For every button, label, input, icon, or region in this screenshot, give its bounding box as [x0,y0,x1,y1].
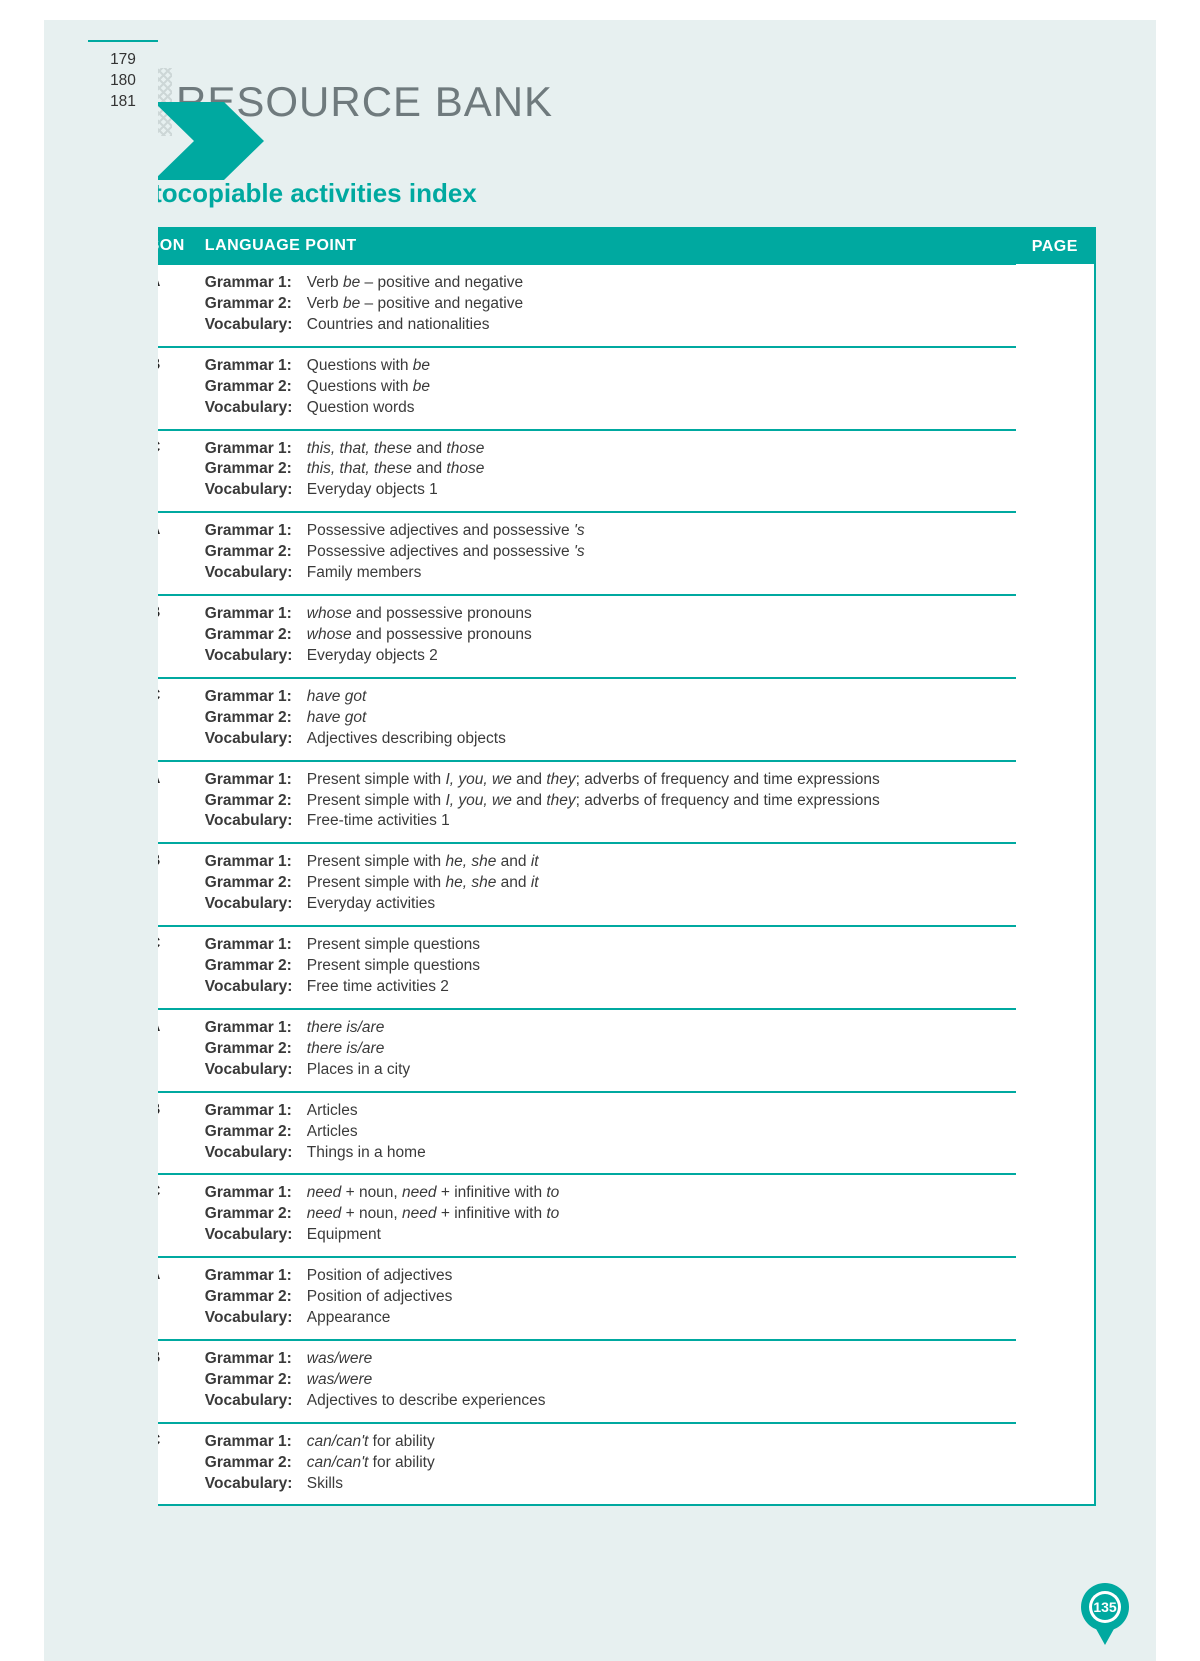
table-row: 2CGrammar 1:have gotGrammar 2:have gotVo… [105,678,1095,761]
table-row: 4CGrammar 1:need + noun, need + infiniti… [105,1174,1095,1257]
language-point-cell: Grammar 1:Present simple questionsGramma… [195,926,1016,1009]
table-body: 1AGrammar 1:Verb be – positive and negat… [105,264,1095,1505]
language-point-cell: Grammar 1:Verb be – positive and negativ… [195,264,1016,347]
table-row: 2AGrammar 1:Possessive adjectives and po… [105,512,1095,595]
table-row: 1AGrammar 1:Verb be – positive and negat… [105,264,1095,347]
language-point-cell: Grammar 1:Present simple with I, you, we… [195,761,1016,844]
language-point-cell: Grammar 1:this, that, these and thoseGra… [195,430,1016,513]
language-point-cell: Grammar 1:can/can't for abilityGrammar 2… [195,1423,1016,1506]
col-language-point: LANGUAGE POINT [195,228,1016,264]
banner: RESOURCE BANK [104,68,1096,136]
language-point-cell: Grammar 1:ArticlesGrammar 2:ArticlesVoca… [195,1092,1016,1175]
language-point-cell: Grammar 1:need + noun, need + infinitive… [195,1174,1016,1257]
table-row: 2BGrammar 1:whose and possessive pronoun… [105,595,1095,678]
page-number-badge: 135 [1078,1583,1132,1647]
table-row: 4BGrammar 1:ArticlesGrammar 2:ArticlesVo… [105,1092,1095,1175]
page-cell: 179180181 [88,40,158,1661]
section-subtitle: Photocopiable activities index [104,178,1096,209]
index-table: LESSON LANGUAGE POINT PAGE 1AGrammar 1:V… [104,227,1096,1506]
table-row: 1BGrammar 1:Questions with beGrammar 2:Q… [105,347,1095,430]
table-row: 5AGrammar 1:Position of adjectivesGramma… [105,1257,1095,1340]
language-point-cell: Grammar 1:Present simple with he, she an… [195,843,1016,926]
page-container: RESOURCE BANK Photocopiable activities i… [44,20,1156,1661]
col-page: PAGE [1016,228,1095,264]
language-point-cell: Grammar 1:whose and possessive pronounsG… [195,595,1016,678]
table-row: 5BGrammar 1:was/wereGrammar 2:was/wereVo… [105,1340,1095,1423]
table-row: 3AGrammar 1:Present simple with I, you, … [105,761,1095,844]
table-row: 1CGrammar 1:this, that, these and thoseG… [105,430,1095,513]
table-row: 3BGrammar 1:Present simple with he, she … [105,843,1095,926]
page-number: 135 [1078,1599,1132,1615]
language-point-cell: Grammar 1:was/wereGrammar 2:was/wereVoca… [195,1340,1016,1423]
language-point-cell: Grammar 1:Questions with beGrammar 2:Que… [195,347,1016,430]
language-point-cell: Grammar 1:have gotGrammar 2:have gotVoca… [195,678,1016,761]
table-row: 3CGrammar 1:Present simple questionsGram… [105,926,1095,1009]
table-row: 4AGrammar 1:there is/areGrammar 2:there … [105,1009,1095,1092]
language-point-cell: Grammar 1:Possessive adjectives and poss… [195,512,1016,595]
language-point-cell: Grammar 1:Position of adjectivesGrammar … [195,1257,1016,1340]
table-header-row: LESSON LANGUAGE POINT PAGE [105,228,1095,264]
language-point-cell: Grammar 1:there is/areGrammar 2:there is… [195,1009,1016,1092]
table-row: 5CGrammar 1:can/can't for abilityGrammar… [105,1423,1095,1506]
